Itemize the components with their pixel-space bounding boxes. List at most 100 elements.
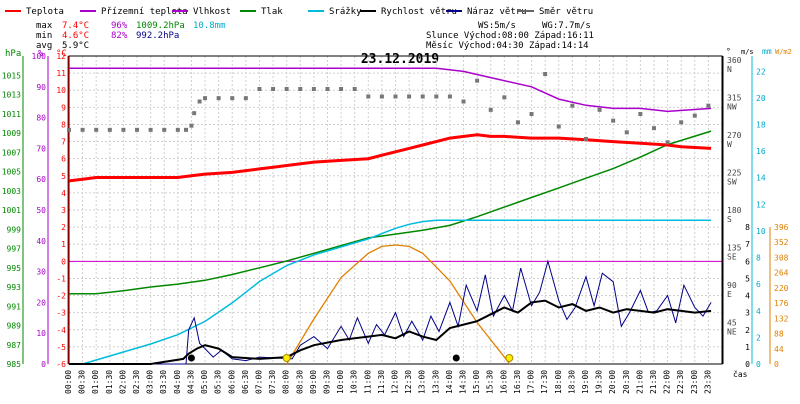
wind-dir-point: [529, 112, 534, 116]
legend-label: Vlhkost: [193, 7, 231, 17]
x-tick-label: 20:00: [608, 370, 617, 394]
x-tick-label: 07:30: [268, 370, 277, 394]
axis-pct-tick: 100: [32, 52, 47, 61]
axis-dir-compass: NE: [727, 328, 737, 337]
axis-dir-tick: 315: [727, 94, 742, 103]
axis-hpa-tick: 993: [7, 283, 22, 292]
x-tick-label: 21:00: [635, 370, 644, 394]
stat-wind-gust: WG:7.7m/s: [542, 21, 591, 31]
wind-dir-point: [583, 137, 588, 141]
axis-wm-tick: 220: [774, 284, 789, 293]
axis-hpa-tick: 1009: [2, 129, 21, 138]
axis-c-tick: 4: [61, 189, 66, 198]
axis-c-tick: 7: [61, 138, 66, 147]
wind-dir-point: [339, 87, 344, 91]
x-tick-label: 15:00: [472, 370, 481, 394]
axis-c-tick: 6: [61, 155, 66, 164]
axis-mm-tick: 22: [756, 67, 766, 76]
wind-dir-point: [366, 94, 371, 99]
axis-dir-compass: SW: [727, 178, 737, 187]
x-tick-label: 09:30: [322, 370, 331, 394]
wind-dir-point: [638, 112, 643, 116]
axis-dir-tick: 90: [727, 281, 737, 290]
x-tick-label: 04:30: [186, 370, 195, 394]
wind-dir-point: [624, 130, 629, 135]
x-tick-label: 00:30: [78, 370, 87, 394]
series-temperature: [68, 133, 712, 183]
wind-dir-point: [461, 99, 466, 104]
axis-wm-tick: 132: [774, 314, 789, 323]
x-tick-label: 01:00: [91, 370, 100, 394]
axis-hpa-tick: 1001: [2, 206, 21, 215]
wind-dir-point: [67, 127, 71, 132]
wind-dir-point: [379, 94, 384, 99]
axis-wm-tick: 0: [774, 360, 779, 369]
axis-ms-title: m/s: [741, 48, 754, 56]
wind-dir-point: [284, 87, 289, 91]
wind-dir-point: [230, 96, 235, 101]
axis-dir-tick: 225: [727, 169, 742, 178]
axis-wm-tick: 88: [774, 330, 784, 339]
axis-c-tick: 5: [61, 172, 66, 181]
axis-mm-tick: 8: [756, 254, 761, 263]
x-tick-label: 15:30: [486, 370, 495, 394]
wind-dir-point: [515, 120, 520, 125]
axis-mm-tick: 20: [756, 94, 766, 103]
axis-ms-tick: 8: [745, 223, 750, 232]
axis-mm-tick: 4: [756, 307, 761, 316]
axis-dir-compass: W: [727, 140, 732, 149]
axis-dir-tick: 45: [727, 319, 737, 328]
plot-frame: [68, 55, 723, 365]
x-tick-label: 23:30: [703, 370, 712, 394]
axis-pct-tick: 50: [36, 206, 46, 215]
axis-c-tick: -3: [56, 309, 66, 318]
wind-dir-point: [611, 118, 616, 123]
axis-c-tick: 0: [61, 257, 66, 266]
stat-max-press: 1009.2hPa: [136, 21, 185, 31]
axis-hpa-tick: 1011: [2, 110, 21, 119]
axis-mm-tick: 6: [756, 280, 761, 289]
wind-dir-point: [298, 87, 303, 91]
legend-label: Srážky: [329, 7, 362, 17]
wind-dir-point: [570, 103, 575, 108]
x-tick-label: 12:30: [404, 370, 413, 394]
series-solar: [286, 244, 511, 365]
axis-hpa-tick: 995: [7, 264, 22, 273]
left-axes: hPa% °C9859879899919939959979991001100310…: [2, 49, 69, 369]
wind-dir-point: [94, 127, 99, 132]
wind-dir-point: [203, 96, 208, 101]
axis-mm-tick: 14: [756, 174, 766, 183]
axis-ms-tick: 2: [745, 326, 750, 335]
legend-label: Náraz větru: [467, 7, 527, 17]
legend-label: Tlak: [261, 7, 283, 17]
x-tick-label: 11:00: [363, 370, 372, 394]
wind-dir-point: [107, 127, 112, 132]
axis-hpa-tick: 1015: [2, 71, 21, 80]
x-tick-label: 00:00: [64, 370, 73, 394]
axis-mm-tick: 0: [756, 360, 761, 369]
stat-min-temp: 4.6°C: [62, 31, 89, 41]
axis-hpa-tick: 987: [7, 341, 22, 350]
x-tick-label: 16:00: [499, 370, 508, 394]
wind-dir-point: [597, 107, 602, 112]
wind-dir-point: [447, 94, 452, 99]
stat-max-hum: 96%: [111, 21, 128, 31]
wind-dir-point: [243, 96, 248, 101]
axis-pct-tick: 0: [41, 360, 46, 369]
axis-mm-tick: 12: [756, 200, 766, 209]
x-tick-label: 09:00: [309, 370, 318, 394]
axis-dir-compass: SE: [727, 253, 737, 262]
axis-hpa-title: hPa: [5, 49, 21, 59]
x-tick-label: 02:30: [132, 370, 141, 394]
stat-max-label: max: [36, 21, 53, 31]
axis-hpa-tick: 999: [7, 225, 22, 234]
axis-wm-tick: 44: [774, 345, 784, 354]
legend-label: Směr větru: [539, 7, 593, 17]
axis-pct-tick: 10: [36, 329, 46, 338]
axis-hpa-tick: 1007: [2, 148, 21, 157]
x-axis-title: čas: [733, 369, 748, 379]
stat-min-label: min: [36, 31, 52, 41]
stat-wind-speed: WS:5m/s: [478, 21, 516, 31]
wind-dir-point: [311, 87, 316, 91]
axis-hpa-tick: 985: [7, 360, 22, 369]
